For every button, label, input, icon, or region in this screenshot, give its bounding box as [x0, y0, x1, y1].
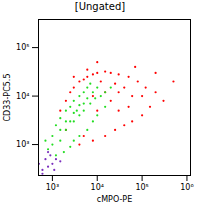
svg-text:10⁴: 10⁴ — [16, 92, 29, 101]
svg-text:10⁵: 10⁵ — [135, 183, 148, 192]
svg-text:10³: 10³ — [46, 183, 59, 192]
html-text:[Ungated]: [Ungated] — [74, 1, 126, 12]
svg-text:cMPO-PE: cMPO-PE — [97, 195, 132, 204]
svg-text:CD33-PC5.5: CD33-PC5.5 — [3, 74, 12, 122]
svg-text:10⁵: 10⁵ — [16, 43, 29, 52]
svg-text:10³: 10³ — [16, 140, 29, 149]
svg-text:10⁴: 10⁴ — [91, 183, 104, 192]
svg-text:10⁶: 10⁶ — [180, 183, 193, 192]
